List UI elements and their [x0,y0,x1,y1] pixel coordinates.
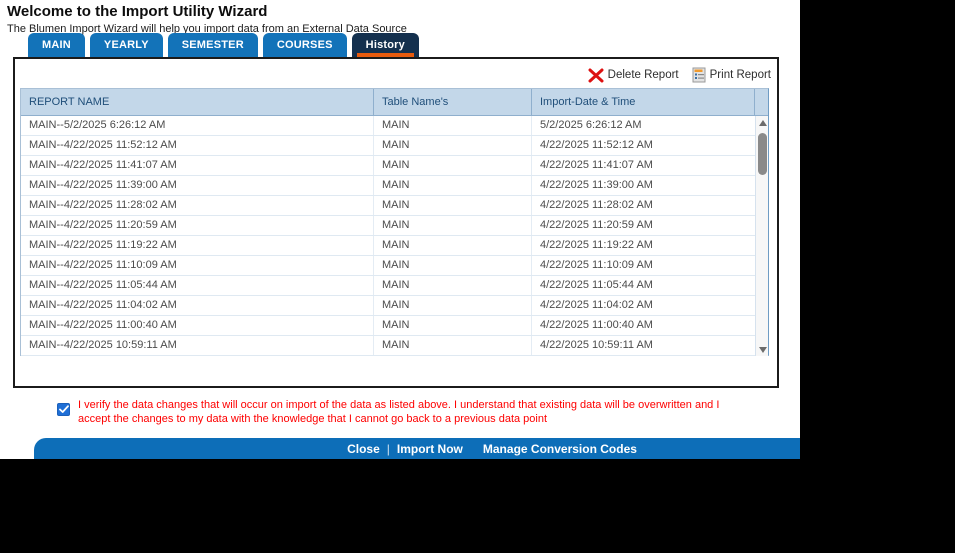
print-report-button[interactable]: Print Report [691,67,771,83]
table-row[interactable]: MAIN--4/22/2025 10:59:11 AM MAIN 4/22/20… [21,336,768,356]
cell-import-date: 4/22/2025 11:39:00 AM [540,179,653,191]
cell-report-name: MAIN--4/22/2025 11:05:44 AM [21,276,374,295]
column-header-report-name: REPORT NAME [21,89,374,115]
cell-import-date: 4/22/2025 11:28:02 AM [540,199,653,211]
delete-report-button[interactable]: Delete Report [588,68,679,83]
scrollbar-thumb[interactable] [758,133,767,175]
table-row[interactable]: MAIN--4/22/2025 11:52:12 AM MAIN 4/22/20… [21,136,768,156]
page-subtitle: The Blumen Import Wizard will help you i… [7,23,407,35]
table-scrollbar[interactable] [755,116,768,356]
cell-table-name: MAIN [374,116,532,135]
column-header-import-date: Import-Date & Time [532,89,755,115]
chevron-down-icon[interactable] [756,342,768,356]
cell-report-name: MAIN--4/22/2025 11:41:07 AM [21,156,374,175]
cell-report-name: MAIN--4/22/2025 11:39:00 AM [21,176,374,195]
cell-import-date: 4/22/2025 11:20:59 AM [540,219,653,231]
cell-import-date: 5/2/2025 6:26:12 AM [540,119,642,131]
cell-table-name: MAIN [374,336,532,355]
cell-import-date: 4/22/2025 10:59:11 AM [540,339,653,351]
close-button[interactable]: Close [347,441,380,456]
tab-history[interactable]: History [351,33,419,57]
cell-import-date: 4/22/2025 11:05:44 AM [540,279,653,291]
table-row[interactable]: MAIN--4/22/2025 11:19:22 AM MAIN 4/22/20… [21,236,768,256]
table-row[interactable]: MAIN--4/22/2025 11:10:09 AM MAIN 4/22/20… [21,256,768,276]
red-x-icon [588,68,605,83]
cell-table-name: MAIN [374,236,532,255]
cell-table-name: MAIN [374,136,532,155]
tab-yearly[interactable]: YEARLY [89,33,163,57]
print-report-icon [691,67,707,83]
cell-table-name: MAIN [374,216,532,235]
column-header-table-name: Table Name's [374,89,532,115]
tab-courses[interactable]: COURSES [262,33,347,57]
footer-action-bar: Close | Import Now Manage Conversion Cod… [34,438,800,459]
cell-import-date: 4/22/2025 11:04:02 AM [540,299,653,311]
verify-checkbox[interactable] [57,403,70,416]
table-body: MAIN--5/2/2025 6:26:12 AM MAIN 5/2/2025 … [21,116,768,356]
checkmark-icon [58,405,69,413]
manage-conversion-codes-button[interactable]: Manage Conversion Codes [482,441,637,456]
table-row[interactable]: MAIN--5/2/2025 6:26:12 AM MAIN 5/2/2025 … [21,116,768,136]
cell-table-name: MAIN [374,296,532,315]
cell-table-name: MAIN [374,156,532,175]
cell-report-name: MAIN--4/22/2025 11:04:02 AM [21,296,374,315]
column-header-scroll-spacer [755,89,768,115]
cell-report-name: MAIN--4/22/2025 11:00:40 AM [21,316,374,335]
cell-report-name: MAIN--4/22/2025 10:59:11 AM [21,336,374,355]
history-panel: Delete Report Print Report [13,57,779,388]
cell-import-date: 4/22/2025 11:52:12 AM [540,139,653,151]
cell-table-name: MAIN [374,196,532,215]
verify-confirmation: I verify the data changes that will occu… [57,399,727,426]
import-wizard-window: Welcome to the Import Utility Wizard The… [0,0,800,459]
cell-import-date: 4/22/2025 11:00:40 AM [540,319,653,331]
tab-bar: MAIN YEARLY SEMESTER COURSES History [28,33,419,57]
cell-import-date: 4/22/2025 11:41:07 AM [540,159,653,171]
cell-report-name: MAIN--4/22/2025 11:10:09 AM [21,256,374,275]
cell-table-name: MAIN [374,276,532,295]
table-row[interactable]: MAIN--4/22/2025 11:28:02 AM MAIN 4/22/20… [21,196,768,216]
cell-import-date: 4/22/2025 11:10:09 AM [540,259,653,271]
tab-semester[interactable]: SEMESTER [167,33,258,57]
print-report-label: Print Report [709,69,771,81]
cell-report-name: MAIN--4/22/2025 11:28:02 AM [21,196,374,215]
cell-report-name: MAIN--5/2/2025 6:26:12 AM [21,116,374,135]
table-row[interactable]: MAIN--4/22/2025 11:04:02 AM MAIN 4/22/20… [21,296,768,316]
cell-table-name: MAIN [374,256,532,275]
cell-report-name: MAIN--4/22/2025 11:20:59 AM [21,216,374,235]
cell-report-name: MAIN--4/22/2025 11:52:12 AM [21,136,374,155]
footer-separator: | [386,441,390,456]
chevron-up-icon[interactable] [756,116,768,130]
page-title: Welcome to the Import Utility Wizard [7,3,268,20]
table-row[interactable]: MAIN--4/22/2025 11:05:44 AM MAIN 4/22/20… [21,276,768,296]
table-row[interactable]: MAIN--4/22/2025 11:41:07 AM MAIN 4/22/20… [21,156,768,176]
table-header-row: REPORT NAME Table Name's Import-Date & T… [21,89,768,116]
report-toolbar: Delete Report Print Report [588,67,771,83]
cell-table-name: MAIN [374,176,532,195]
verify-warning-text: I verify the data changes that will occu… [78,399,720,425]
tab-main[interactable]: MAIN [28,33,85,57]
delete-report-label: Delete Report [607,69,679,81]
table-row[interactable]: MAIN--4/22/2025 11:20:59 AM MAIN 4/22/20… [21,216,768,236]
table-row[interactable]: MAIN--4/22/2025 11:39:00 AM MAIN 4/22/20… [21,176,768,196]
cell-table-name: MAIN [374,316,532,335]
cell-report-name: MAIN--4/22/2025 11:19:22 AM [21,236,374,255]
report-history-table: REPORT NAME Table Name's Import-Date & T… [20,88,769,356]
cell-import-date: 4/22/2025 11:19:22 AM [540,239,653,251]
table-row[interactable]: MAIN--4/22/2025 11:00:40 AM MAIN 4/22/20… [21,316,768,336]
import-now-button[interactable]: Import Now [396,441,463,456]
